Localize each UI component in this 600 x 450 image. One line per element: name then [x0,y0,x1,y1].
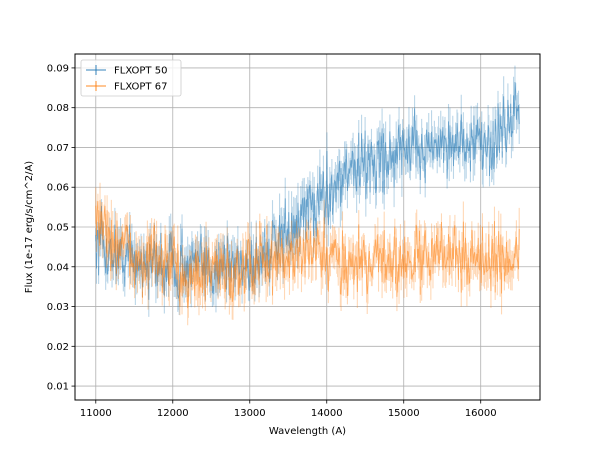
series-2-group [95,182,520,326]
x-tick-label: 15000 [388,408,420,419]
legend-label: FLXOPT 50 [114,66,167,77]
y-tick-label: 0.03 [47,302,69,313]
series-1-line [95,82,520,300]
y-tick-label: 0.09 [47,63,69,74]
legend: FLXOPT 50 FLXOPT 67 [80,59,182,97]
y-axis-label: Flux (1e-17 erg/s/cm^2/A) [24,161,35,293]
series-2-line [95,200,520,309]
y-tick-label: 0.05 [47,223,69,234]
x-tick-label: 14000 [311,408,343,419]
y-tick-label: 0.07 [47,143,69,154]
y-tick-label: 0.04 [47,262,69,273]
x-tick-label: 13000 [234,408,266,419]
x-tick-label: 12000 [157,408,189,419]
legend-box [80,59,182,97]
legend-label: FLXOPT 67 [114,82,167,93]
series-layer [95,65,520,326]
x-tick-label: 11000 [80,408,112,419]
y-tick-label: 0.06 [47,183,69,194]
y-tick-label: 0.01 [47,382,69,393]
y-tick-label: 0.08 [47,103,69,114]
y-tick-label: 0.02 [47,342,69,353]
x-axis-label: Wavelength (A) [269,426,346,437]
series-1-group [95,65,520,317]
axis-ticks: 11000 12000 13000 14000 15000 16000 0.01 0.02 0.… [47,63,497,419]
x-tick-label: 16000 [465,408,497,419]
